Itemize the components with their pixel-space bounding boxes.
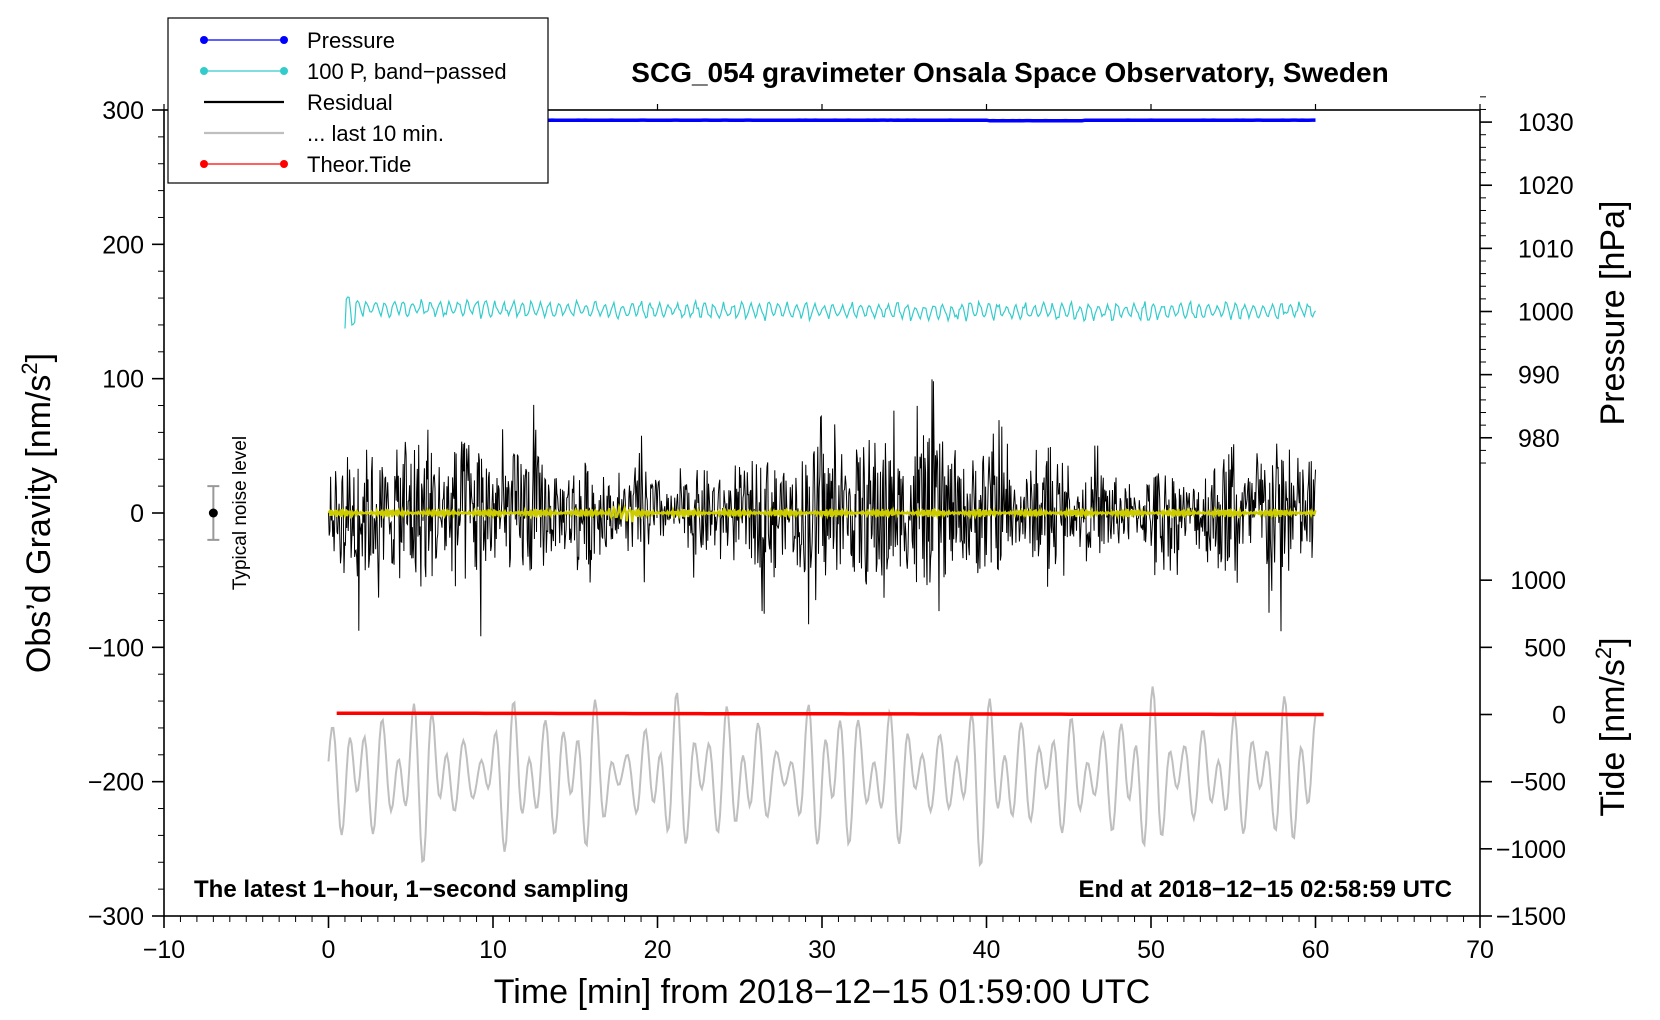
noise-level-label: Typical noise level (230, 436, 251, 590)
y-left-title-close: ] (20, 353, 58, 362)
tide-title-sup: 2 (1591, 647, 1616, 659)
y-axis-pressure-title: Pressure [hPa] (1594, 201, 1632, 426)
series-bandpassed-pressure (344, 296, 1316, 329)
tide-tick-label: −500 (1510, 769, 1566, 797)
x-tick-label: 70 (1466, 936, 1494, 964)
legend-label: Residual (307, 90, 393, 115)
series-layer (327, 118, 1324, 868)
series-residual-filtered (327, 502, 1317, 523)
y-tick-label: −200 (88, 769, 144, 797)
pressure-tick-label: 990 (1518, 362, 1560, 390)
y-tick-label: 100 (102, 366, 144, 394)
y-tick-label: −100 (88, 634, 144, 662)
series-last-10-min (327, 686, 1317, 868)
series-theor-tide (336, 711, 1324, 717)
legend-marker-start (200, 67, 208, 75)
legend-marker-end (280, 36, 288, 44)
y-tick-label: 300 (102, 97, 144, 125)
x-axis-title: Time [min] from 2018−12−15 01:59:00 UTC (494, 973, 1150, 1011)
pressure-tick-label: 980 (1518, 425, 1560, 453)
pressure-tick-label: 1000 (1518, 299, 1574, 327)
annotation-bottom-right: End at 2018−12−15 02:58:59 UTC (1078, 876, 1452, 903)
tide-title-close: ] (1594, 637, 1632, 646)
tide-tick-label: 0 (1552, 702, 1566, 730)
tide-tick-label: −1500 (1496, 903, 1566, 931)
noise-level-indicator (207, 485, 220, 541)
legend-label: 100 P, band−passed (307, 59, 507, 84)
chart-title: SCG_054 gravimeter Onsala Space Observat… (631, 57, 1388, 88)
legend-box (167, 17, 549, 184)
x-tick-label: 40 (973, 936, 1001, 964)
legend: Pressure 100 P, band−passed Residual ... la… (167, 17, 549, 184)
tide-tick-label: 500 (1524, 634, 1566, 662)
legend-marker-end (280, 67, 288, 75)
tide-title-base: Tide [nm/s (1594, 659, 1632, 816)
y-axis-left-title: Obs’d Gravity [nm/s2] (17, 353, 58, 673)
pressure-tick-label: 1020 (1518, 172, 1574, 200)
x-tick-label: 10 (479, 936, 507, 964)
x-tick-label: 60 (1302, 936, 1330, 964)
x-tick-label: 30 (808, 936, 836, 964)
legend-label: ... last 10 min. (307, 121, 444, 146)
legend-marker-start (200, 160, 208, 168)
y-tick-label: 0 (130, 500, 144, 528)
x-tick-label: 50 (1137, 936, 1165, 964)
tide-tick-label: −1000 (1496, 836, 1566, 864)
annotation-bottom-left: The latest 1−hour, 1−second sampling (194, 876, 629, 903)
legend-marker-end (280, 160, 288, 168)
y-tick-label: −300 (88, 903, 144, 931)
x-tick-label: 20 (644, 936, 672, 964)
x-tick-label: −10 (143, 936, 185, 964)
tide-tick-label: 1000 (1510, 567, 1566, 595)
x-tick-label: 0 (322, 936, 336, 964)
series-residual (328, 379, 1316, 637)
y-tick-label: 200 (102, 231, 144, 259)
legend-label: Theor.Tide (307, 152, 411, 177)
y-axis-tide-title: Tide [nm/s2] (1591, 637, 1632, 816)
legend-label: Pressure (307, 28, 395, 53)
axes-layer: −10 0 10 20 30 40 50 60 70−300−200−1000100200300… (88, 96, 1574, 964)
legend-marker-start (200, 36, 208, 44)
y-left-title-base: Obs’d Gravity [nm/s (20, 375, 58, 674)
pressure-tick-label: 1010 (1518, 235, 1574, 263)
pressure-tick-label: 1030 (1518, 109, 1574, 137)
y-left-title-sup: 2 (17, 362, 42, 374)
noise-center-dot (208, 508, 218, 518)
